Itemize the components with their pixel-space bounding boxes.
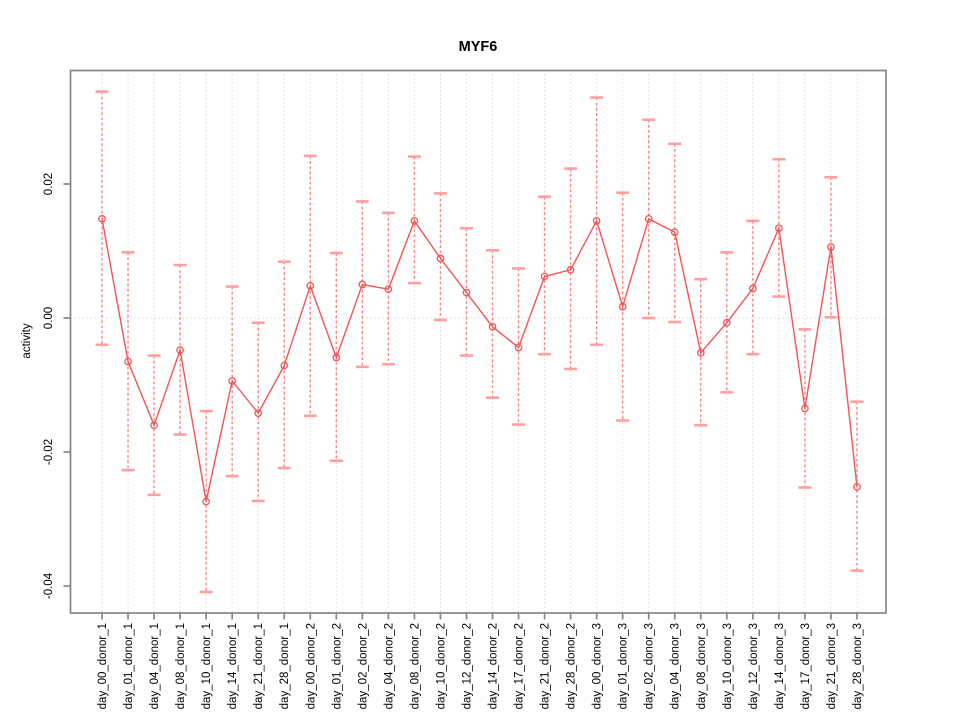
data-point bbox=[280, 361, 289, 370]
data-point bbox=[332, 353, 341, 362]
x-tick-label: day_02_donor_2 bbox=[357, 623, 369, 709]
data-point bbox=[775, 224, 783, 233]
x-tick-label: day_12_donor_2 bbox=[461, 623, 473, 709]
x-tick-label: day_17_donor_2 bbox=[514, 623, 526, 709]
x-tick-label: day_08_donor_3 bbox=[696, 623, 708, 709]
data-point bbox=[358, 280, 367, 289]
data-point bbox=[202, 497, 210, 506]
data-point bbox=[462, 288, 471, 297]
x-tick-label: day_17_donor_3 bbox=[800, 623, 812, 709]
data-point bbox=[228, 377, 237, 385]
data-point bbox=[801, 404, 809, 413]
x-tick-label: day_14_donor_1 bbox=[227, 623, 239, 709]
data-point bbox=[696, 348, 705, 357]
plot-border bbox=[69, 69, 887, 614]
x-tick-label: day_28_donor_1 bbox=[279, 623, 291, 709]
x-tick-label: day_01_donor_3 bbox=[618, 623, 630, 709]
data-point bbox=[566, 265, 575, 274]
data-point bbox=[306, 281, 315, 290]
data-point bbox=[436, 254, 445, 263]
x-tick-label: day_10_donor_2 bbox=[435, 623, 447, 709]
y-tick-label: 0.02 bbox=[43, 173, 55, 195]
x-tick-label: day_00_donor_3 bbox=[592, 623, 604, 709]
x-tick-label: day_01_donor_2 bbox=[331, 623, 343, 709]
x-tick-label: day_01_donor_1 bbox=[123, 623, 135, 709]
data-point bbox=[254, 409, 263, 417]
x-tick-label: day_21_donor_3 bbox=[826, 623, 838, 709]
x-tick-label: day_21_donor_1 bbox=[253, 623, 265, 709]
x-tick-label: day_28_donor_2 bbox=[566, 623, 578, 709]
data-point bbox=[644, 214, 653, 223]
data-point bbox=[124, 357, 132, 366]
data-point bbox=[150, 421, 158, 430]
data-point bbox=[748, 284, 757, 293]
data-point bbox=[98, 214, 106, 223]
x-tick-label: day_21_donor_2 bbox=[540, 623, 552, 709]
x-tick-label: day_08_donor_2 bbox=[409, 623, 421, 709]
data-point bbox=[410, 217, 419, 225]
x-tick-label: day_12_donor_3 bbox=[748, 623, 760, 709]
x-tick-label: day_04_donor_2 bbox=[383, 623, 395, 709]
y-tick-label: 0.00 bbox=[43, 307, 55, 329]
y-tick-label: -0.02 bbox=[43, 439, 55, 465]
x-tick-label: day_02_donor_3 bbox=[644, 623, 656, 709]
data-point bbox=[592, 217, 601, 225]
data-point bbox=[853, 482, 861, 491]
data-point bbox=[722, 318, 731, 327]
x-tick-label: day_04_donor_1 bbox=[149, 623, 161, 709]
x-tick-label: day_14_donor_2 bbox=[488, 623, 500, 709]
x-tick-label: day_14_donor_3 bbox=[774, 623, 786, 709]
x-tick-label: day_10_donor_1 bbox=[201, 623, 213, 709]
data-point bbox=[670, 228, 679, 237]
x-tick-label: day_04_donor_3 bbox=[670, 623, 682, 709]
chart-title: MYF6 bbox=[458, 39, 498, 55]
x-tick-label: day_08_donor_1 bbox=[175, 623, 187, 709]
x-tick-label: day_10_donor_3 bbox=[722, 623, 734, 709]
data-point bbox=[618, 302, 627, 311]
data-point bbox=[827, 243, 835, 251]
data-line bbox=[101, 217, 858, 502]
data-point bbox=[176, 346, 184, 355]
x-tick-label: day_00_donor_1 bbox=[97, 623, 109, 709]
y-tick-label: -0.04 bbox=[43, 572, 55, 599]
x-tick-label: day_28_donor_3 bbox=[852, 623, 864, 709]
data-point bbox=[384, 285, 393, 294]
data-point bbox=[540, 272, 549, 281]
data-point bbox=[514, 343, 523, 352]
x-tick-label: day_00_donor_2 bbox=[305, 623, 317, 709]
data-point bbox=[488, 322, 497, 331]
